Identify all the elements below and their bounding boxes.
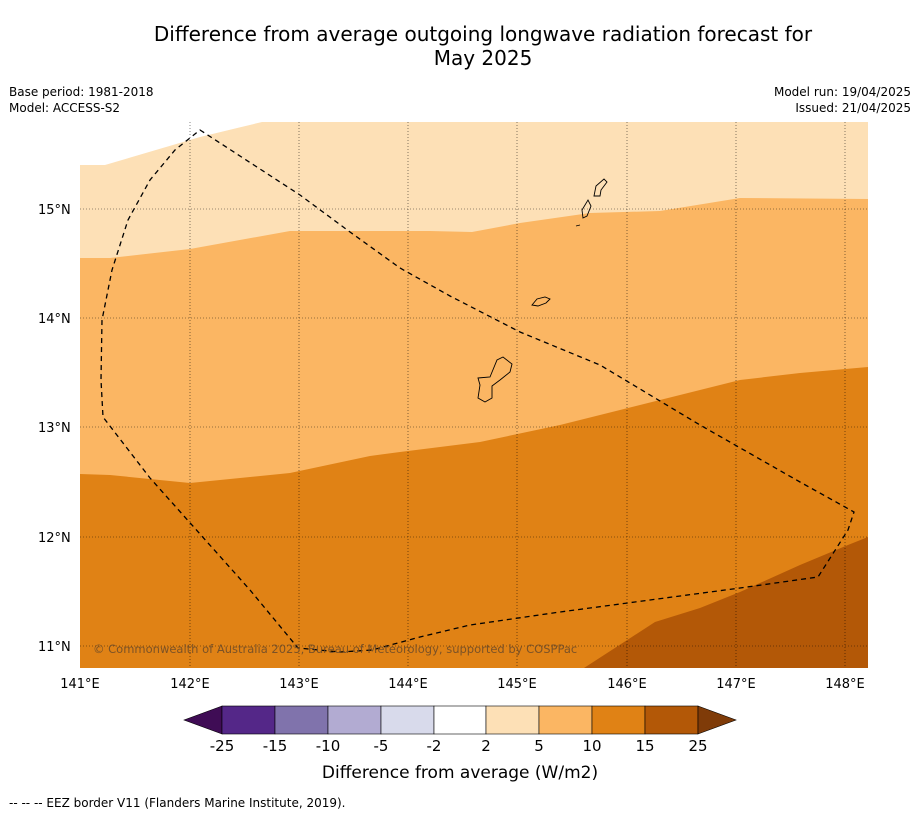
- colorbar-ticks: -25 -15 -10 -5 -2 2 5 10 15 25: [210, 737, 708, 755]
- base-period: Base period: 1981-2018: [9, 85, 154, 99]
- colorbar-bin: [221, 705, 276, 735]
- colorbar-arrow-low: [183, 705, 223, 735]
- map-area: © Commonwealth of Australia 2025, Bureau…: [80, 122, 868, 668]
- issued-date: Issued: 21/04/2025: [795, 101, 911, 115]
- lon-labels: 141°E 142°E 143°E 144°E 145°E 146°E 147°…: [60, 677, 865, 692]
- colorbar-bin: [485, 705, 540, 735]
- lat-label-11: 11°N: [38, 640, 71, 655]
- lat-label-12: 12°N: [38, 531, 71, 546]
- island-saipan: [593, 178, 608, 197]
- colorbar-arrow-high: [697, 705, 737, 735]
- gridlines: [80, 122, 868, 668]
- lon-label-142: 142°E: [170, 677, 210, 692]
- colorbar-tick: -5: [374, 737, 389, 755]
- colorbar-bin: [433, 705, 487, 735]
- eez-legend-note: -- -- -- EEZ border V11 (Flanders Marine…: [9, 796, 346, 810]
- colorbar-tick: -2: [427, 737, 442, 755]
- lon-label-143: 143°E: [279, 677, 319, 692]
- colorbar-bin: [644, 705, 699, 735]
- lat-label-15: 15°N: [38, 203, 71, 218]
- band-2-5: [80, 122, 868, 258]
- colorbar: [183, 705, 737, 735]
- lon-label-141: 141°E: [60, 677, 100, 692]
- lat-label-14: 14°N: [38, 312, 71, 327]
- colorbar-tick: -15: [263, 737, 288, 755]
- colorbar-bin: [327, 705, 382, 735]
- copyright-text: © Commonwealth of Australia 2025, Bureau…: [93, 642, 577, 656]
- lon-label-147: 147°E: [716, 677, 756, 692]
- island-rota: [531, 296, 551, 307]
- model-run: Model run: 19/04/2025: [773, 85, 911, 99]
- island-tinian: [581, 199, 592, 219]
- colorbar-tick: -10: [316, 737, 341, 755]
- colorbar-bin: [274, 705, 329, 735]
- lat-labels: 15°N 14°N 13°N 12°N 11°N: [38, 203, 71, 655]
- title-line-1: Difference from average outgoing longwav…: [153, 22, 813, 46]
- colorbar-tick: 25: [688, 737, 707, 755]
- island-aguijan: [575, 224, 581, 227]
- colorbar-tick: 5: [534, 737, 544, 755]
- lon-label-148: 148°E: [825, 677, 865, 692]
- colorbar-label: Difference from average (W/m2): [322, 763, 598, 783]
- lat-label-13: 13°N: [38, 421, 71, 436]
- meta-right: Model run: 19/04/2025 Issued: 21/04/2025: [774, 84, 911, 116]
- colorbar-tick: 10: [582, 737, 601, 755]
- islands: [477, 178, 608, 403]
- model-name: Model: ACCESS-S2: [9, 101, 121, 115]
- colorbar-bin: [591, 705, 646, 735]
- chart-title: Difference from average outgoing longwav…: [0, 22, 919, 70]
- lon-label-146: 146°E: [607, 677, 647, 692]
- no-data-area: [80, 122, 262, 165]
- colorbar-tick: 2: [481, 737, 491, 755]
- lon-label-144: 144°E: [388, 677, 428, 692]
- colorbar-bin: [538, 705, 593, 735]
- colorbar-tick: -25: [210, 737, 235, 755]
- eez-border-line: [100, 129, 855, 653]
- island-guam: [477, 356, 513, 403]
- band-15-25: [584, 537, 868, 668]
- title-line-2: May 2025: [433, 46, 533, 70]
- colorbar-bin: [380, 705, 435, 735]
- lon-label-145: 145°E: [497, 677, 537, 692]
- meta-left: Base period: 1981-2018 Model: ACCESS-S2: [9, 84, 154, 116]
- colorbar-tick: 15: [635, 737, 654, 755]
